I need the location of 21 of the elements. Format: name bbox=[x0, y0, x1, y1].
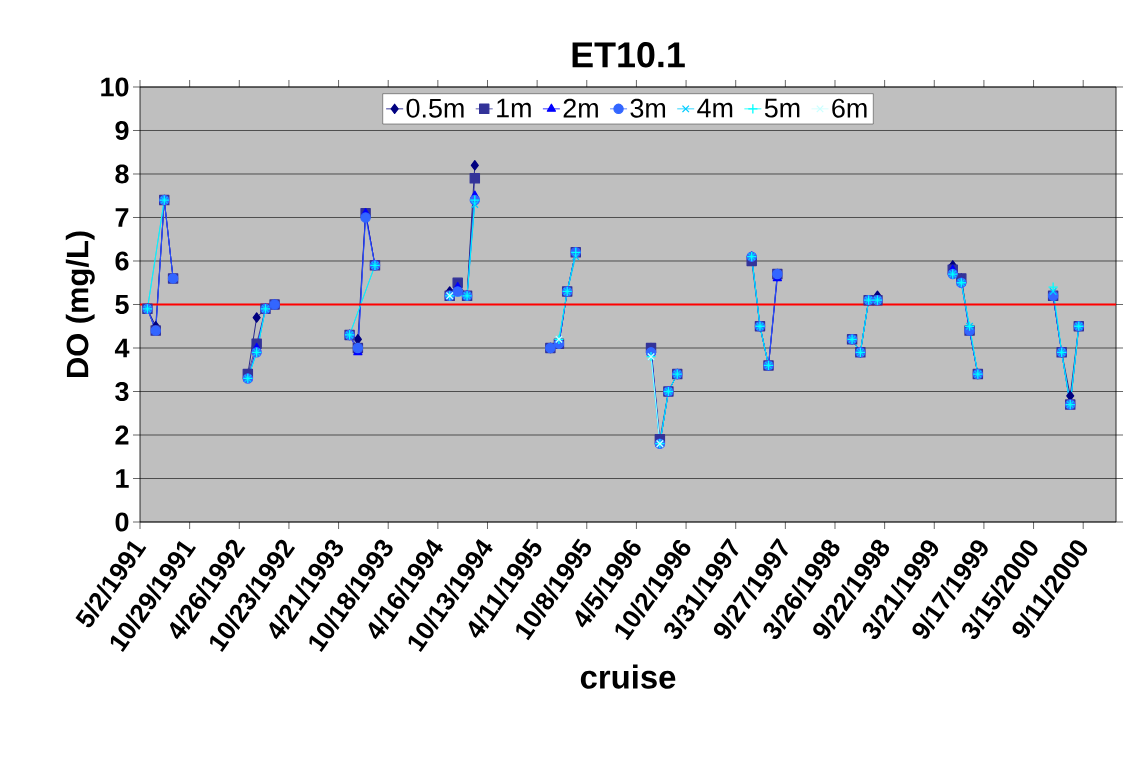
y-axis-title: DO (mg/L) bbox=[65, 231, 95, 378]
legend-label: 2m bbox=[563, 98, 598, 118]
y-tick-label: 10 bbox=[101, 77, 129, 97]
y-tick-label: 0 bbox=[115, 512, 129, 532]
legend-label: 3m bbox=[630, 98, 666, 118]
y-tick-label: 8 bbox=[115, 164, 129, 184]
y-tick-label: 3 bbox=[115, 381, 129, 402]
y-tick-label: 4 bbox=[114, 338, 130, 358]
y-tick-label: 1 bbox=[116, 469, 129, 488]
y-tick-label: 6 bbox=[115, 251, 129, 271]
legend-label: 6m bbox=[832, 98, 867, 118]
legend-label: 4m bbox=[697, 98, 733, 118]
y-tick-label: 2 bbox=[115, 425, 129, 445]
legend-label: 5m bbox=[764, 98, 800, 118]
y-tick-label: 9 bbox=[115, 120, 129, 141]
y-tick-label: 7 bbox=[115, 208, 129, 227]
x-axis-title: cruise bbox=[580, 664, 676, 689]
legend-label: 1m bbox=[497, 98, 531, 118]
chart-title: ET10.1 bbox=[572, 42, 685, 68]
legend-label: 0.5m bbox=[406, 98, 464, 118]
y-tick-label: 5 bbox=[115, 295, 129, 314]
